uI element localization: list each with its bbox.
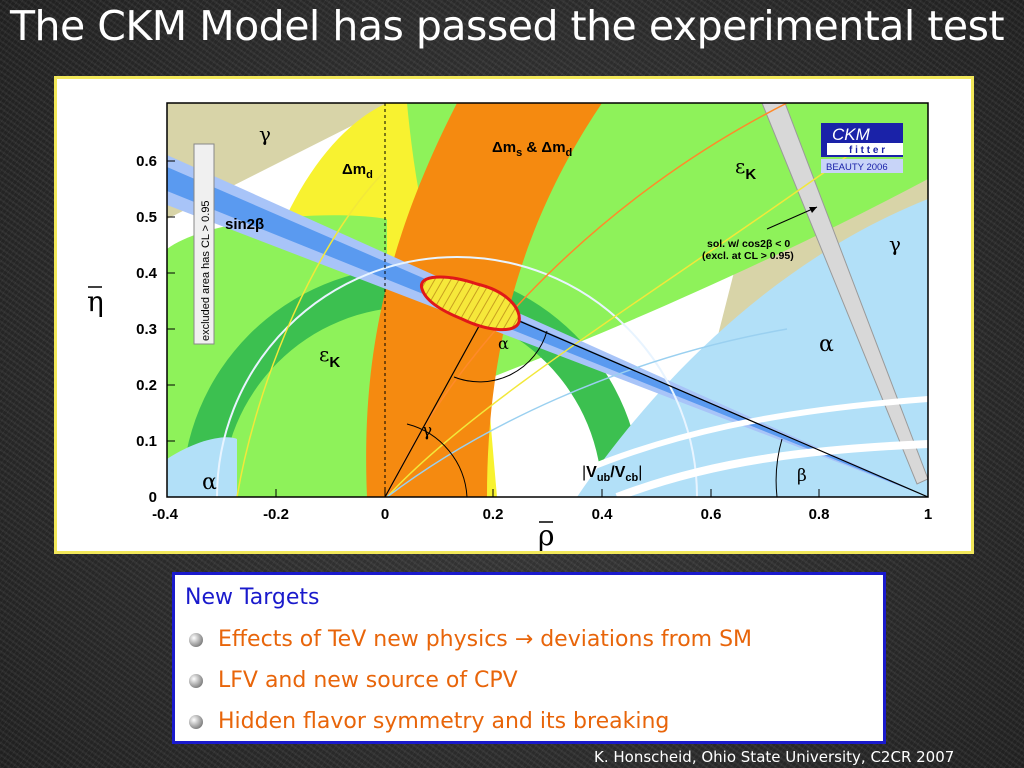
epsk-label: εK: [319, 342, 340, 371]
sin2beta-outer-band: [167, 155, 928, 497]
alpha-label: α: [819, 332, 834, 357]
ckm-figure-panel: -0.4 -0.2 0 0.2 0.4 0.6 0.8 1 0 0.1 0.2 …: [54, 76, 974, 554]
footer-credit: K. Honscheid, Ohio State University, C2C…: [594, 748, 955, 766]
fit-region: [420, 275, 521, 332]
ckmfitter-logo: CKM f i t t e r BEAUTY 2006: [821, 123, 903, 173]
svg-text:CKM: CKM: [832, 125, 871, 144]
sin2beta-label: sin2β: [225, 216, 264, 233]
beta-angle-arc: [775, 438, 783, 497]
slide-title: The CKM Model has passed the experimenta…: [10, 2, 1005, 50]
x-tick-label: 0: [381, 506, 389, 523]
x-tick-label: 0.4: [592, 506, 614, 523]
x-tick-label: 1: [924, 506, 932, 523]
list-item: LFV and new source of CPV: [185, 660, 873, 701]
x-tick-label: -0.4: [152, 506, 179, 523]
target-text: Effects of TeV new physics → deviations …: [218, 627, 753, 652]
gamma-label: γ: [889, 232, 901, 256]
target-text: LFV and new source of CPV: [218, 668, 518, 693]
targets-heading: New Targets: [185, 585, 320, 610]
solution-note: sol. w/ cos2β < 0: [707, 238, 790, 250]
x-tick-label: 0.8: [809, 506, 830, 523]
epsk-label: εK: [735, 154, 756, 183]
alpha-angle-label: α: [498, 334, 509, 353]
beta-angle-label: β: [797, 466, 807, 486]
x-tick-label: 0.2: [483, 506, 504, 523]
bullet-icon: [189, 632, 203, 647]
solution-arrow: [766, 206, 818, 230]
y-tick-label: 0.3: [136, 321, 157, 338]
y-tick-label: 0.4: [136, 265, 158, 282]
svg-text:excluded area has CL > 0.95: excluded area has CL > 0.95: [200, 200, 212, 341]
target-text: Hidden flavor symmetry and its breaking: [218, 709, 670, 734]
x-tick-label: 0.6: [701, 506, 722, 523]
x-axis-symbol: ρ: [538, 519, 554, 551]
y-tick-label: 0.6: [136, 153, 157, 170]
list-item: Hidden flavor symmetry and its breaking: [185, 701, 873, 742]
svg-text:f i t t e r: f i t t e r: [849, 145, 885, 156]
ckm-triangle-plot: -0.4 -0.2 0 0.2 0.4 0.6 0.8 1 0 0.1 0.2 …: [87, 102, 932, 551]
x-tick-label: -0.2: [263, 506, 289, 523]
new-targets-box: New Targets Effects of TeV new physics →…: [172, 572, 886, 744]
y-tick-label: 0.2: [136, 377, 157, 394]
bullet-icon: [189, 714, 203, 729]
y-tick-label: 0: [149, 489, 157, 506]
vub-vcb-label: |Vub/Vcb|: [582, 464, 642, 484]
gamma-label: γ: [259, 122, 271, 146]
excluded-area-note: excluded area has CL > 0.95: [193, 143, 215, 345]
list-item: Effects of TeV new physics → deviations …: [185, 619, 873, 660]
gamma-angle-label: γ: [422, 421, 432, 441]
cos2beta-wedge: [761, 103, 928, 485]
tick-marks: [166, 160, 820, 497]
alpha-label: α: [202, 470, 217, 495]
y-tick-label: 0.1: [136, 433, 157, 450]
y-tick-label: 0.5: [136, 209, 157, 226]
dmd-label: Δmd: [342, 161, 373, 181]
svg-text:BEAUTY 2006: BEAUTY 2006: [826, 162, 888, 173]
y-axis-symbol: η: [87, 285, 104, 318]
gamma-angle-arc: [406, 423, 468, 497]
alpha-region-left: [167, 437, 237, 497]
solution-note: (excl. at CL > 0.95): [702, 250, 794, 262]
alpha-angle-arc: [453, 330, 548, 383]
plot-border: [166, 102, 929, 498]
dms-label: Δms & Δmd: [492, 139, 572, 159]
bullet-icon: [189, 673, 203, 688]
